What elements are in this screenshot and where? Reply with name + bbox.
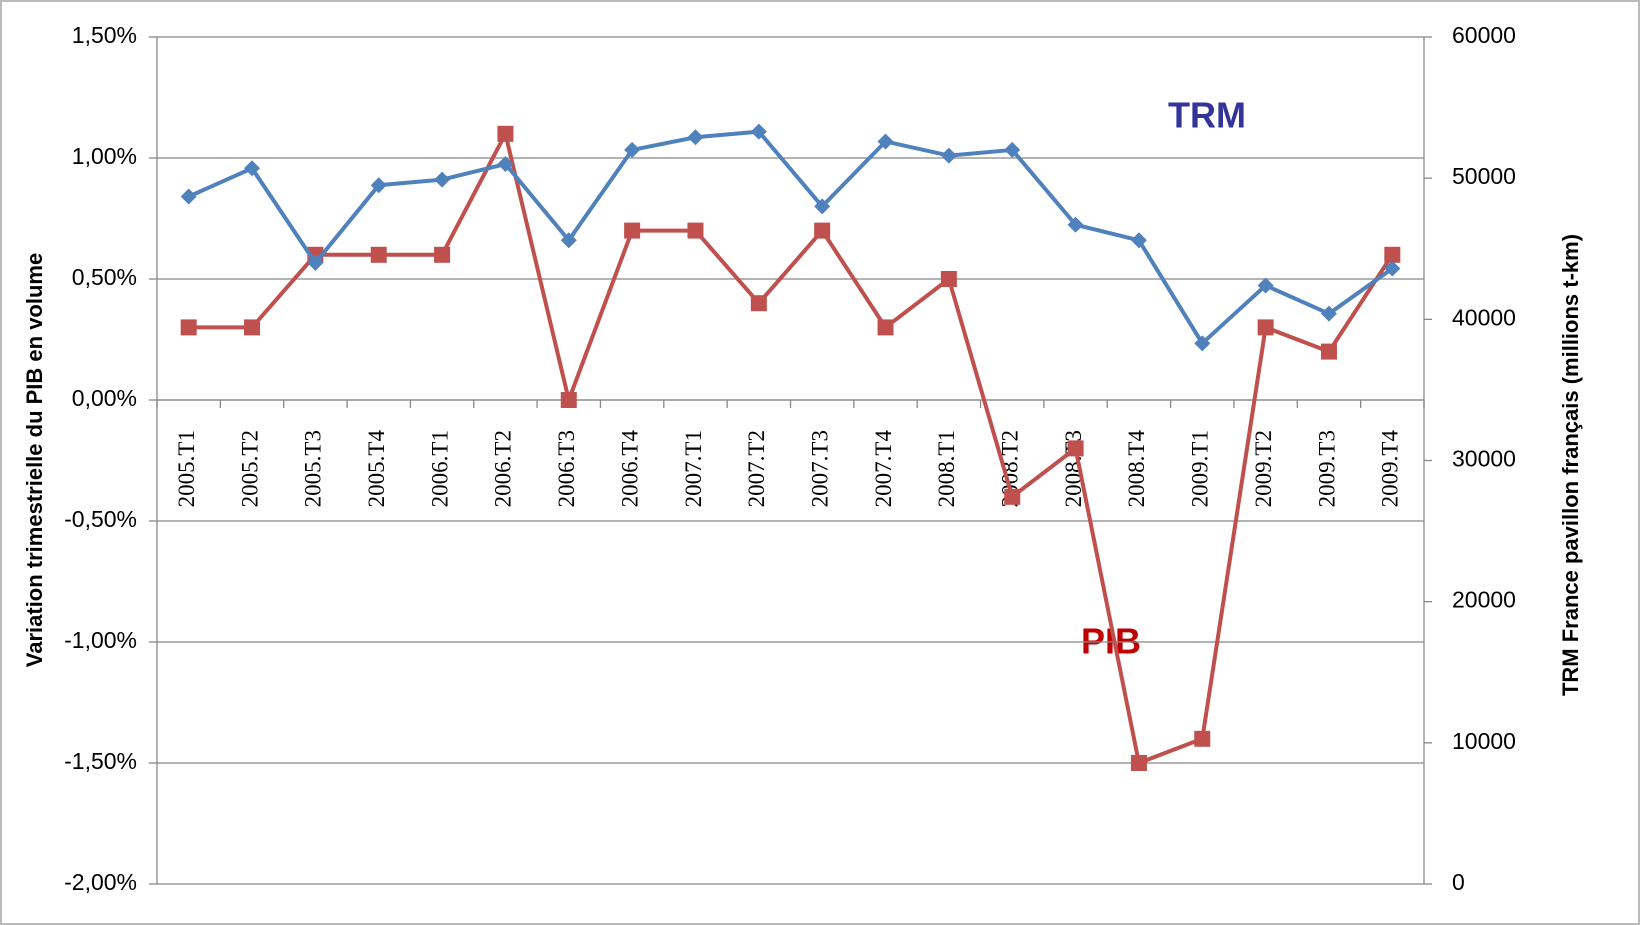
y2-tick-label: 10000 [1452,728,1516,754]
marker [814,198,831,215]
series-line [188,131,1394,765]
marker [687,222,704,239]
x-tick-label: 2007.T3 [807,430,832,507]
marker [180,188,197,205]
x-tick-label: 2005.T1 [174,430,199,507]
y2-tick-label: 40000 [1452,304,1516,330]
x-tick-label: 2009.T1 [1188,430,1213,507]
marker [877,319,894,336]
marker [180,319,197,336]
y-tick-label: -1,00% [64,627,137,653]
marker [497,156,514,173]
marker [877,133,894,150]
marker [370,246,387,263]
marker [434,246,451,263]
marker [750,123,767,140]
marker [434,171,451,188]
marker [624,222,641,239]
x-tick-label: 2007.T1 [681,430,706,507]
y-tick-label: -0,50% [64,506,137,532]
x-tick-label: 2009.T2 [1251,430,1276,507]
marker [940,271,957,287]
x-tick-label: 2006.T1 [427,430,452,507]
y-tick-label: 0,00% [72,385,137,411]
marker [560,232,577,249]
marker [1320,305,1337,322]
y2-tick-label: 30000 [1452,446,1516,472]
y-tick-label: 1,00% [72,143,137,169]
marker [1384,260,1401,277]
marker [244,319,261,336]
y-tick-label: 0,50% [72,264,137,290]
y-tick-label: -1,50% [64,748,137,774]
x-tick-label: 2005.T4 [364,430,389,508]
y-tick-label: 1,50% [72,22,137,48]
x-tick-label: 2008.T4 [1124,430,1149,508]
y2-tick-label: 20000 [1452,587,1516,613]
marker [624,141,641,158]
marker [1194,335,1211,352]
y-tick-label: -2,00% [64,869,137,895]
marker [1320,343,1337,360]
x-tick-label: 2009.T3 [1314,430,1339,507]
marker [1194,730,1211,747]
marker [1257,319,1274,336]
marker [1130,755,1147,771]
marker [1004,488,1021,505]
marker [750,295,767,312]
marker [244,160,261,177]
y-axis-title: Variation trimestrielle du PIB en volume [22,253,47,667]
y2-tick-label: 0 [1452,869,1465,895]
x-tick-label: 2007.T2 [744,430,769,507]
x-tick-label: 2009.T4 [1378,430,1403,508]
y2-tick-label: 50000 [1452,163,1516,189]
marker [1067,216,1084,233]
marker [940,147,957,164]
marker [560,392,577,408]
x-tick-label: 2007.T4 [871,430,896,508]
marker [687,129,704,146]
x-tick-label: 2005.T3 [301,430,326,507]
marker [1130,232,1147,249]
x-tick-label: 2006.T4 [617,430,642,508]
marker [1004,141,1021,158]
series-line [187,129,1394,346]
x-tick-label: 2006.T2 [491,430,516,507]
y2-axis-title: TRM France pavillon français (millions t… [1558,234,1583,696]
marker [370,177,387,194]
marker [1257,277,1274,294]
x-tick-label: 2008.T1 [934,430,959,507]
marker [1384,246,1401,263]
marker [814,222,831,239]
marker [497,125,514,142]
marker [307,254,324,271]
marker [1067,440,1084,457]
trm-annotation: TRM [1168,95,1246,136]
y2-tick-label: 60000 [1452,22,1516,48]
x-tick-label: 2005.T2 [237,430,262,507]
x-tick-label: 2006.T3 [554,430,579,507]
